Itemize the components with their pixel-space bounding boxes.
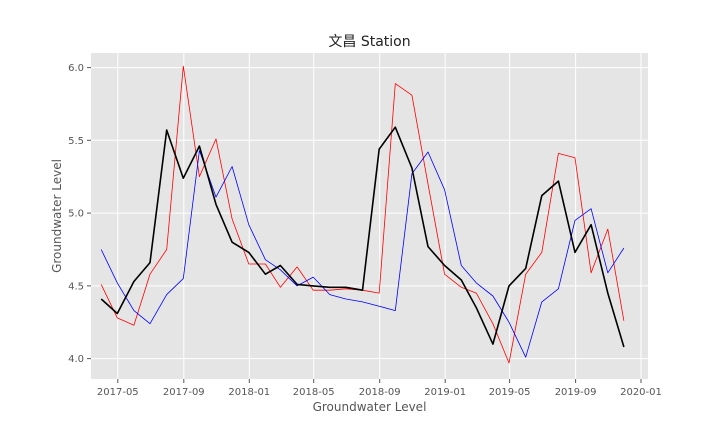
plot-area <box>91 53 648 379</box>
y-tick-label: 5.5 <box>68 136 84 147</box>
x-tick-label: 2018-05 <box>293 387 335 398</box>
y-axis: 4.0 4.5 5.0 5.5 6.0 <box>68 63 91 365</box>
y-tick-label: 4.5 <box>68 281 84 292</box>
x-tick-label: 2017-05 <box>97 387 139 398</box>
series-group <box>100 65 625 364</box>
grid <box>91 53 648 379</box>
chart-title: 文昌 Station <box>328 34 410 50</box>
x-tick-label: 2020-01 <box>620 387 662 398</box>
x-axis-label: Groundwater Level <box>313 400 427 414</box>
x-tick-label: 2017-09 <box>163 387 205 398</box>
x-tick-label: 2018-09 <box>359 387 401 398</box>
x-tick-label: 2019-01 <box>424 387 466 398</box>
x-tick-label: 2019-09 <box>555 387 597 398</box>
x-tick-label: 2019-05 <box>489 387 531 398</box>
series-line-3 <box>100 126 625 348</box>
y-axis-label: Groundwater Level <box>50 159 64 273</box>
y-tick-label: 6.0 <box>68 63 84 74</box>
series-line-2 <box>100 150 625 358</box>
y-tick-label: 5.0 <box>68 209 84 220</box>
x-axis: 2017-05 2017-09 2018-01 2018-05 2018-09 2019-… <box>97 379 662 398</box>
x-tick-label: 2018-01 <box>228 387 270 398</box>
y-tick-label: 4.0 <box>68 354 84 365</box>
